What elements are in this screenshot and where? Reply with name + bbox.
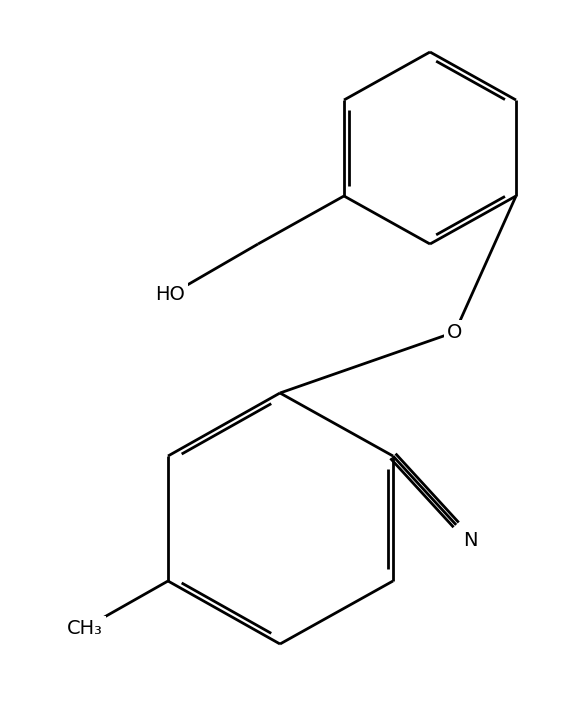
Text: HO: HO <box>155 285 185 305</box>
Text: N: N <box>463 531 477 549</box>
Text: CH₃: CH₃ <box>67 619 103 638</box>
Text: O: O <box>447 323 463 342</box>
